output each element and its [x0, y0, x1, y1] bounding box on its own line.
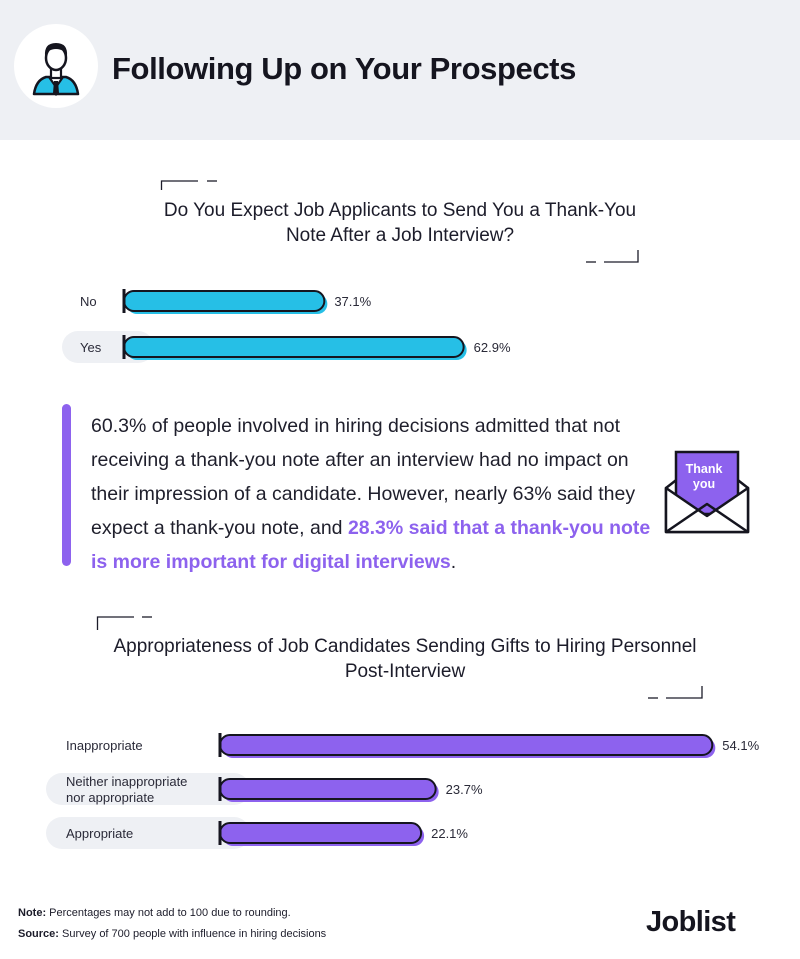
source-line: Source: Survey of 700 people with influe… — [18, 924, 326, 945]
bar — [123, 336, 465, 358]
title-bracket-top-left — [160, 180, 217, 190]
callout-rule — [62, 404, 71, 566]
callout-block: 60.3% of people involved in hiring decis… — [62, 404, 752, 573]
category-label: nor appropriate — [66, 790, 154, 805]
title-bracket-bottom-right — [586, 250, 639, 263]
source-label: Source: — [18, 928, 59, 940]
footnotes: Note: Percentages may not add to 100 due… — [18, 903, 326, 945]
avatar — [14, 24, 98, 108]
chart-svg: Inappropriate 54.1% Neither inappropriaten… — [46, 733, 760, 849]
value-label: 23.7% — [446, 782, 483, 797]
callout-text-plain: 60.3% of people involved in hiring decis… — [91, 415, 636, 539]
note-line: Note: Percentages may not add to 100 due… — [18, 903, 326, 924]
title-bracket-bottom-right-2 — [648, 686, 703, 699]
page-title: Following Up on Your Prospects — [112, 51, 576, 86]
source-text: Survey of 700 people with influence in h… — [58, 928, 327, 940]
title-bracket-top-left-2 — [96, 616, 152, 630]
value-label: 22.1% — [431, 826, 468, 841]
chart-thank-you-note-expectation: No 37.1% Yes 62.9% — [0, 270, 800, 370]
brand-logo: Joblist — [646, 906, 736, 938]
bar — [219, 778, 437, 800]
callout-text-end: . — [450, 551, 457, 573]
row-stripe — [46, 773, 250, 805]
businessman-icon — [32, 43, 80, 96]
value-label: 54.1% — [722, 738, 759, 753]
bar — [219, 822, 423, 844]
header-banner: Following Up on Your Prospects — [0, 0, 800, 140]
chart-gift-appropriateness: Inappropriate 54.1% Neither inappropriate n… — [0, 715, 800, 855]
envelope-note-text: Thank you — [685, 462, 723, 491]
callout-text: 60.3% of people involved in hiring decis… — [91, 409, 671, 579]
row-stripe — [46, 817, 250, 849]
bar — [123, 290, 326, 312]
chart-title-gifts: Appropriateness of Job Candidates Sendin… — [113, 636, 697, 682]
category-label: Neither inappropriate — [66, 774, 187, 789]
envelope-icon — [664, 450, 750, 534]
bar — [219, 734, 714, 756]
note-label: Note: — [18, 907, 47, 919]
category-label: Inappropriate — [66, 738, 143, 753]
note-text: Percentages may not add to 100 due to ro… — [46, 907, 291, 919]
value-label: 37.1% — [334, 294, 371, 309]
chart-title-thank-you-note: Do You Expect Job Applicants to Send You… — [163, 200, 637, 246]
category-label: No — [80, 294, 97, 309]
category-label: Appropriate — [66, 826, 133, 841]
chart-svg: No 37.1% Yes 62.9% — [62, 289, 511, 363]
callout-text-highlight: 28.3% said that a thank-you note is more… — [91, 517, 651, 573]
value-label: 62.9% — [474, 340, 511, 355]
category-label: Yes — [80, 340, 102, 355]
